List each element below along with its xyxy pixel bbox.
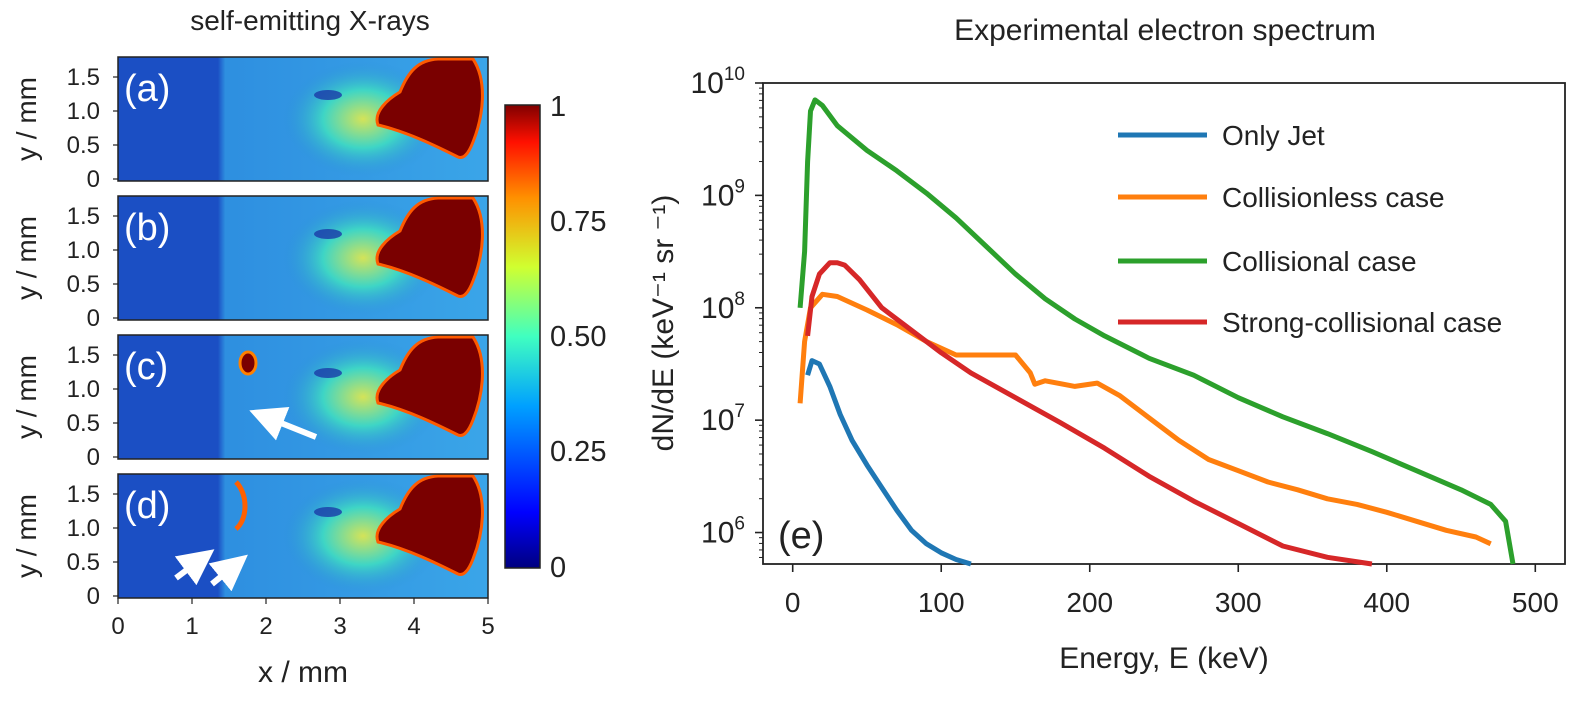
xray-xtick-4: 4 [407, 613, 420, 640]
y-tick-label: 1.5 [67, 64, 100, 91]
y-tick-label: 0 [87, 166, 100, 193]
xray-panel-a: (a) 0 0.5 1.0 1.5 y / mm [11, 56, 489, 193]
y-tick-label: 0.5 [67, 410, 100, 437]
xray-xtick-1: 1 [185, 613, 198, 640]
xray-panel-c: (c) 0 0.5 1.0 1.5 y / mm [11, 334, 489, 471]
xray-x-label: x / mm [258, 656, 348, 689]
y-tick-label: 1.5 [67, 203, 100, 230]
xray-xtick-3: 3 [333, 613, 346, 640]
xray-figure: self-emitting X-rays (a) 0 0.5 1.0 1.5 y / mm… [11, 5, 606, 689]
y-tick-label: 0.5 [67, 271, 100, 298]
y-tick-label: 0.5 [67, 132, 100, 159]
legend-label: Only Jet [1222, 120, 1325, 151]
colorbar-tick-075: 0.75 [550, 206, 606, 238]
xray-xtick-5: 5 [481, 613, 494, 640]
y-tick-label: 0 [87, 305, 100, 332]
saturated-region [375, 57, 484, 159]
colorbar-tick-1: 1 [550, 91, 566, 123]
y-tick-label: 1010 [690, 64, 745, 100]
shadow-blob [314, 507, 342, 517]
xray-xtick-0: 0 [111, 613, 124, 640]
panel-label: (c) [124, 346, 168, 388]
panel-label: (d) [124, 485, 170, 527]
panel-y-label: y / mm [11, 355, 42, 439]
spectrum-series [797, 97, 1516, 567]
y-tick-label: 1.0 [67, 515, 100, 542]
spectrum-title: Experimental electron spectrum [954, 14, 1376, 47]
y-tick-label: 108 [701, 289, 745, 325]
legend-label: Collisionless case [1222, 182, 1445, 213]
collision-spot [238, 350, 258, 376]
x-tick-label: 200 [1066, 587, 1113, 618]
xray-panel-b: (b) 0 0.5 1.0 1.5 y / mm [11, 195, 489, 332]
saturated-region [375, 196, 484, 298]
panel-frame [117, 334, 489, 460]
xray-xtick-2: 2 [259, 613, 272, 640]
arrow-icon [208, 554, 248, 592]
panel-label-e: (e) [778, 515, 824, 557]
legend: Only Jet Collisionless case Collisional ca… [1118, 120, 1502, 338]
panel-y-label: y / mm [11, 494, 42, 578]
y-tick-label: 109 [701, 176, 745, 212]
series-line-3 [805, 260, 1373, 567]
y-tick-label: 1.0 [67, 98, 100, 125]
y-tick-label: 0.5 [67, 549, 100, 576]
xray-x-axis: 0 1 2 3 4 5 x / mm [111, 613, 494, 689]
colorbar-tick-0: 0 [550, 552, 566, 584]
series-line-0 [805, 358, 972, 567]
saturated-region [375, 474, 484, 576]
series-line-1 [797, 291, 1492, 547]
spectrum-figure: Experimental electron spectrum 0 100 200 30… [647, 14, 1566, 675]
x-tick-label: 0 [785, 587, 801, 618]
panel-frame [117, 56, 489, 182]
x-tick-label: 500 [1512, 587, 1559, 618]
spectrum-y-label: dN/dE (keV⁻¹ sr ⁻¹) [647, 195, 680, 452]
panel-y-label: y / mm [11, 77, 42, 161]
legend-label: Collisional case [1222, 246, 1417, 277]
panel-label: (a) [124, 68, 170, 110]
colorbar-tick-050: 0.50 [550, 321, 606, 353]
y-tick-label: 107 [701, 401, 745, 437]
colorbar: 1 0.75 0.50 0.25 0 [504, 91, 606, 584]
y-tick-label: 0 [87, 444, 100, 471]
panel-label: (b) [124, 207, 170, 249]
series-line-2 [797, 97, 1516, 565]
arrow-icon [174, 549, 215, 586]
panel-frame [117, 195, 489, 321]
xray-panels: (a)00.51.01.5y / mm(b)00.51.01.5y / mm(c… [11, 56, 489, 610]
spectrum-x-label: Energy, E (keV) [1059, 642, 1269, 675]
panel-y-label: y / mm [11, 216, 42, 300]
xray-title: self-emitting X-rays [190, 5, 430, 36]
shadow-blob [314, 229, 342, 239]
y-tick-label: 1.0 [67, 376, 100, 403]
y-tick-label: 1.5 [67, 342, 100, 369]
y-tick-label: 1.0 [67, 237, 100, 264]
shadow-blob [314, 368, 342, 378]
plot-area [762, 82, 1566, 565]
xray-panel-d: (d) 0 0.5 1.0 1.5 y / mm [11, 473, 489, 610]
colorbar-tick-025: 0.25 [550, 436, 606, 468]
colorbar-gradient [504, 104, 541, 569]
spectrum-y-axis: 106 107 108 109 1010 [690, 64, 763, 558]
shock-arc [234, 480, 248, 531]
saturated-region [375, 335, 484, 437]
shadow-blob [314, 90, 342, 100]
x-tick-label: 300 [1215, 587, 1262, 618]
panel-frame [117, 473, 489, 599]
y-tick-label: 1.5 [67, 481, 100, 508]
y-tick-label: 0 [87, 583, 100, 610]
x-tick-label: 400 [1363, 587, 1410, 618]
x-tick-label: 100 [918, 587, 965, 618]
spectrum-x-axis: 0 100 200 300 400 500 [785, 564, 1559, 618]
arrow-icon [249, 406, 318, 441]
legend-label: Strong-collisional case [1222, 307, 1502, 338]
y-tick-label: 106 [701, 514, 745, 550]
